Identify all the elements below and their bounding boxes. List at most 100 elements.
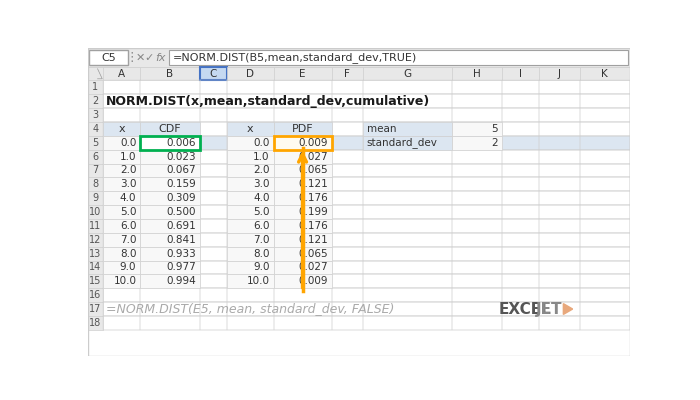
Bar	[88, 108, 103, 122]
Bar	[103, 177, 140, 191]
Bar	[88, 260, 103, 274]
Bar	[274, 260, 332, 274]
Bar	[227, 205, 274, 219]
Bar	[332, 67, 363, 80]
Bar	[140, 150, 200, 164]
Bar	[363, 136, 452, 150]
Bar	[332, 122, 363, 136]
Text: 0.121: 0.121	[298, 179, 328, 189]
Text: 9: 9	[92, 193, 98, 203]
Bar	[274, 108, 332, 122]
Bar	[274, 247, 332, 260]
Text: 0.009: 0.009	[298, 276, 328, 286]
Bar	[103, 260, 140, 274]
Bar	[88, 274, 103, 288]
Text: 8.0: 8.0	[120, 248, 136, 258]
Text: 7.0: 7.0	[120, 235, 136, 245]
Text: 0.176: 0.176	[298, 221, 328, 231]
Bar	[274, 247, 332, 260]
Bar	[502, 191, 539, 205]
Bar	[452, 233, 502, 247]
Bar	[363, 191, 452, 205]
Bar	[332, 136, 363, 150]
Bar	[88, 164, 103, 177]
Bar	[274, 150, 332, 164]
Bar	[580, 288, 630, 302]
Bar	[103, 247, 140, 260]
Bar	[580, 247, 630, 260]
Bar	[502, 67, 539, 80]
Bar	[363, 274, 452, 288]
Bar	[140, 288, 200, 302]
Bar	[363, 177, 452, 191]
Bar	[332, 80, 363, 94]
Text: 0.691: 0.691	[167, 221, 196, 231]
Bar	[274, 122, 332, 136]
Bar	[580, 191, 630, 205]
Bar	[140, 316, 200, 330]
Bar	[200, 150, 227, 164]
Text: 0.977: 0.977	[167, 262, 196, 272]
Bar	[227, 288, 274, 302]
Bar	[332, 302, 363, 316]
Bar	[502, 219, 539, 233]
Bar	[227, 219, 274, 233]
Text: A: A	[118, 69, 125, 79]
Text: 1.0: 1.0	[253, 152, 270, 162]
Bar	[140, 177, 200, 191]
Bar	[200, 205, 227, 219]
Text: 0.027: 0.027	[298, 152, 328, 162]
Bar	[363, 80, 452, 94]
Bar	[103, 233, 140, 247]
Bar	[140, 205, 200, 219]
Text: 3: 3	[92, 110, 98, 120]
Text: 3.0: 3.0	[253, 179, 270, 189]
Bar	[452, 288, 502, 302]
Bar	[539, 136, 580, 150]
Text: 2.0: 2.0	[120, 166, 136, 176]
Bar	[452, 150, 502, 164]
Bar	[332, 191, 363, 205]
Text: 0.0: 0.0	[253, 138, 270, 148]
Bar	[539, 302, 580, 316]
Bar	[88, 67, 103, 80]
Bar	[452, 247, 502, 260]
Text: 8.0: 8.0	[253, 248, 270, 258]
Bar	[88, 316, 103, 330]
Bar	[332, 108, 363, 122]
Text: 10.0: 10.0	[113, 276, 136, 286]
Bar	[502, 274, 539, 288]
Text: J: J	[558, 69, 561, 79]
Bar	[103, 205, 630, 219]
Bar	[227, 219, 274, 233]
Bar	[502, 260, 539, 274]
Bar	[103, 177, 140, 191]
Bar	[502, 205, 539, 219]
Text: 14: 14	[89, 262, 102, 272]
Bar	[539, 80, 580, 94]
Bar	[580, 150, 630, 164]
Bar	[103, 136, 140, 150]
Text: NORM.DIST(x,mean,standard_dev,cumulative): NORM.DIST(x,mean,standard_dev,cumulative…	[106, 95, 430, 108]
Bar	[227, 177, 274, 191]
Bar	[580, 94, 630, 108]
Bar	[274, 150, 332, 164]
Bar	[332, 177, 363, 191]
Bar	[200, 260, 227, 274]
Bar	[539, 94, 580, 108]
Bar	[103, 80, 140, 94]
Bar	[140, 164, 200, 177]
Text: EXCEL: EXCEL	[498, 302, 551, 316]
Bar	[274, 122, 332, 136]
Bar	[274, 191, 332, 205]
Text: JET: JET	[536, 302, 562, 316]
Text: 1: 1	[92, 82, 98, 92]
Bar	[140, 191, 200, 205]
Bar	[227, 274, 274, 288]
Bar	[227, 260, 274, 274]
Text: F: F	[344, 69, 350, 79]
Bar	[274, 136, 332, 150]
Bar	[274, 205, 332, 219]
Bar	[103, 219, 140, 233]
Bar	[332, 164, 363, 177]
